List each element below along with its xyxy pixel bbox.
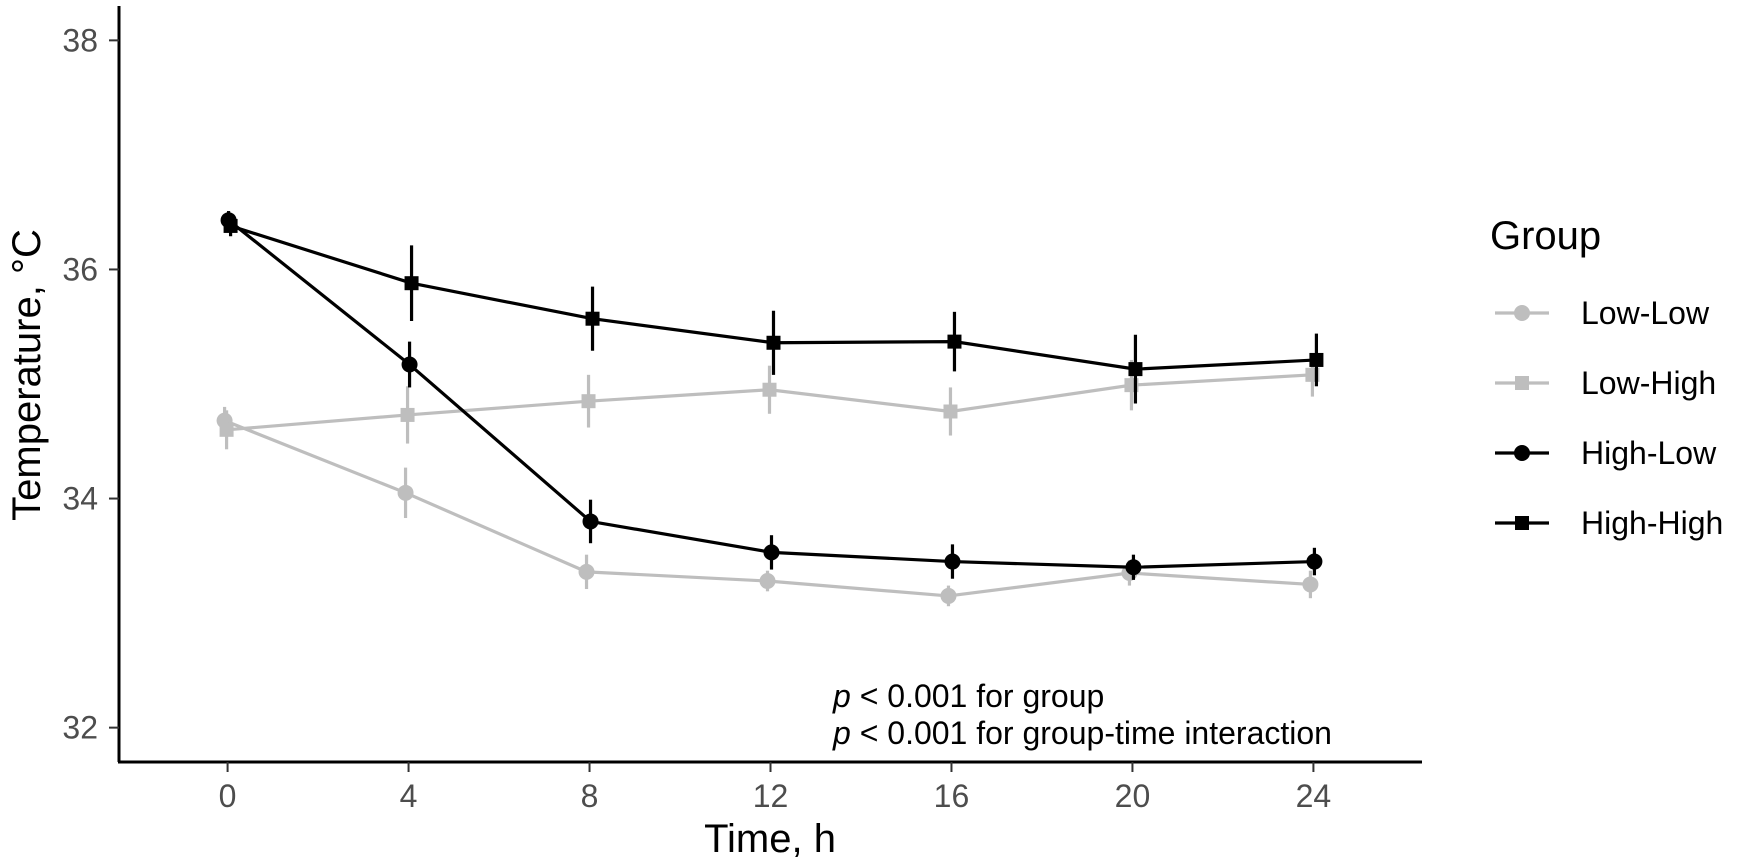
legend-label: Low-Low bbox=[1581, 295, 1710, 331]
x-tick-label: 4 bbox=[400, 778, 418, 814]
data-point bbox=[1306, 553, 1323, 570]
legend-item-high-high: High-High bbox=[1495, 505, 1723, 541]
x-axis-title: Time, h bbox=[704, 817, 836, 861]
legend-label: High-High bbox=[1581, 505, 1723, 541]
x-tick-label: 8 bbox=[581, 778, 599, 814]
legend: Group Low-Low Low-High High-Low High-High bbox=[1490, 214, 1723, 541]
data-point bbox=[223, 218, 238, 233]
data-point bbox=[585, 311, 600, 326]
data-point bbox=[397, 484, 414, 501]
data-point bbox=[759, 573, 776, 590]
legend-marker bbox=[1515, 516, 1529, 530]
annotation-group-p-text: < 0.001 for group bbox=[851, 678, 1105, 714]
legend-marker bbox=[1514, 445, 1530, 461]
y-tick-label: 36 bbox=[62, 251, 98, 287]
legend-label: Low-High bbox=[1581, 365, 1716, 401]
data-point bbox=[943, 404, 958, 419]
series-line bbox=[223, 419, 1311, 598]
data-point bbox=[1302, 576, 1319, 593]
data-point bbox=[944, 553, 961, 570]
x-tick-label: 20 bbox=[1115, 778, 1151, 814]
y-axis-title: Temperature, °C bbox=[5, 229, 49, 521]
series bbox=[216, 211, 1324, 607]
legend-item-low-high: Low-High bbox=[1495, 365, 1716, 401]
data-point bbox=[940, 587, 957, 604]
annotation-interaction-p: p < 0.001 for group-time interaction bbox=[832, 715, 1332, 751]
legend-marker bbox=[1514, 305, 1530, 321]
y-tick-label: 32 bbox=[62, 710, 98, 746]
data-point bbox=[404, 276, 419, 291]
legend-title: Group bbox=[1490, 214, 1601, 258]
data-point bbox=[401, 356, 418, 373]
data-point bbox=[766, 335, 781, 350]
y-tick-label: 34 bbox=[62, 481, 98, 517]
data-point bbox=[1128, 362, 1143, 377]
data-point bbox=[581, 394, 596, 409]
x-tick-label: 0 bbox=[219, 778, 237, 814]
annotation-group-p: p < 0.001 for group bbox=[832, 678, 1104, 714]
data-point bbox=[400, 407, 415, 422]
series-low-low bbox=[216, 406, 1319, 607]
x-tick-label: 16 bbox=[934, 778, 970, 814]
annotation-group-p-symbol: p bbox=[832, 678, 851, 714]
data-point bbox=[763, 544, 780, 561]
legend-item-low-low: Low-Low bbox=[1495, 295, 1710, 331]
legend-marker bbox=[1515, 376, 1529, 390]
data-point bbox=[947, 334, 962, 349]
series-high-high bbox=[223, 215, 1324, 404]
x-tick-label: 12 bbox=[753, 778, 789, 814]
annotation-interaction-p-symbol: p bbox=[832, 715, 851, 751]
data-point bbox=[219, 422, 234, 437]
data-point bbox=[582, 513, 599, 530]
tick-marks: 0 4 8 12 16 20 24 32 34 36 38 bbox=[62, 22, 1331, 814]
data-point bbox=[578, 563, 595, 580]
legend-item-high-low: High-Low bbox=[1495, 435, 1717, 471]
data-point bbox=[1125, 559, 1142, 576]
y-tick-label: 38 bbox=[62, 22, 98, 58]
x-tick-label: 24 bbox=[1296, 778, 1332, 814]
data-point bbox=[1309, 352, 1324, 367]
data-point bbox=[762, 382, 777, 397]
annotation-interaction-p-text: < 0.001 for group-time interaction bbox=[851, 715, 1332, 751]
annotations: p < 0.001 for group p < 0.001 for group-… bbox=[832, 678, 1332, 751]
legend-label: High-Low bbox=[1581, 435, 1717, 471]
